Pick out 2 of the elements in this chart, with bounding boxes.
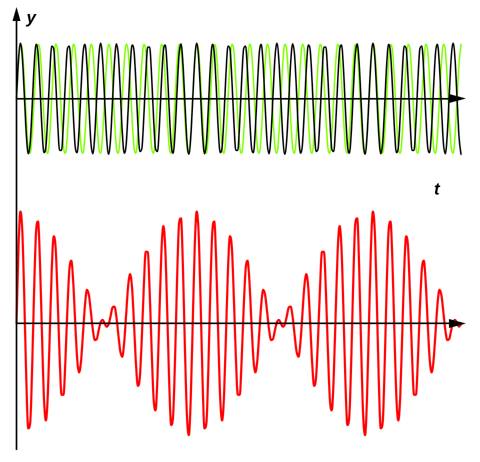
y-axis-title: y — [26, 8, 38, 27]
x-axis-title: t — [434, 179, 441, 198]
